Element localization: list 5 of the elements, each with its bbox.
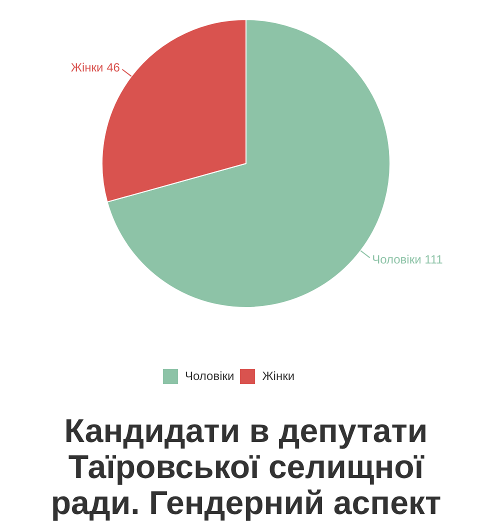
data-label: Жінки 46 xyxy=(70,60,120,75)
legend-label: Чоловіки xyxy=(185,369,234,383)
data-label: Чоловіки 111 xyxy=(372,252,444,266)
legend-label: Жінки xyxy=(262,369,295,383)
text: Кандидати в депутати Таїровської селищної ради. Гендерний аспект xyxy=(50,412,442,521)
